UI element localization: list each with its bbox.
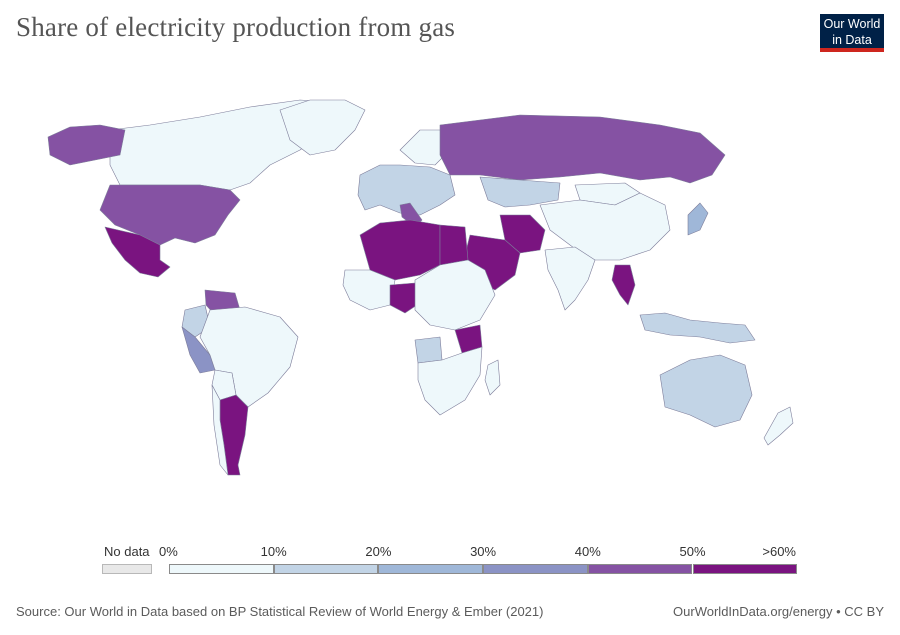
region-usa[interactable] (99, 184, 241, 246)
legend-bin-1[interactable] (273, 564, 379, 574)
region-new-zealand[interactable] (763, 406, 794, 446)
region-egypt[interactable] (439, 224, 469, 266)
region-central-africa[interactable] (414, 259, 496, 331)
region-west-africa[interactable] (342, 269, 396, 311)
no-data-swatch[interactable] (102, 564, 152, 574)
color-legend: No data 0% 10% 20% 30% 40% 50% >60% (0, 540, 900, 580)
legend-bin-2[interactable] (378, 564, 484, 574)
legend-tick-3: 30% (470, 544, 497, 559)
region-europe[interactable] (357, 164, 456, 216)
legend-tick-1: 10% (260, 544, 287, 559)
region-russia[interactable] (439, 114, 726, 184)
region-thailand[interactable] (611, 264, 636, 306)
region-china[interactable] (539, 192, 671, 261)
owid-logo[interactable]: Our World in Data (820, 14, 884, 52)
region-madagascar[interactable] (484, 359, 501, 396)
legend-tick-5: 50% (679, 544, 706, 559)
page-title: Share of electricity production from gas (16, 12, 456, 42)
world-map (47, 99, 794, 476)
region-indonesia[interactable] (639, 312, 756, 344)
region-alaska[interactable] (47, 124, 126, 166)
region-mexico[interactable] (104, 226, 171, 278)
region-chile[interactable] (211, 384, 229, 476)
region-nigeria[interactable] (389, 282, 421, 314)
legend-tick-2: 20% (365, 544, 392, 559)
region-angola[interactable] (414, 336, 443, 364)
license-link[interactable]: OurWorldInData.org/energy • CC BY (673, 604, 884, 619)
no-data-label: No data (104, 544, 150, 559)
legend-tick-0: 0% (159, 544, 178, 559)
region-greenland[interactable] (279, 99, 366, 156)
source-note: Source: Our World in Data based on BP St… (16, 604, 544, 619)
legend-tick-end: >60% (762, 544, 796, 559)
legend-bin-4[interactable] (587, 564, 693, 574)
logo-line-1: Our World (823, 17, 881, 31)
region-southern-africa[interactable] (417, 346, 483, 416)
region-kazakhstan[interactable] (479, 176, 561, 208)
logo-line-2: in Data (832, 33, 872, 47)
region-japan[interactable] (687, 202, 709, 236)
legend-bin-5[interactable] (692, 564, 798, 574)
legend-bin-3[interactable] (483, 564, 588, 574)
legend-tick-4: 40% (574, 544, 601, 559)
region-india[interactable] (544, 246, 596, 311)
region-australia[interactable] (659, 354, 753, 428)
legend-bin-0[interactable] (169, 564, 274, 574)
